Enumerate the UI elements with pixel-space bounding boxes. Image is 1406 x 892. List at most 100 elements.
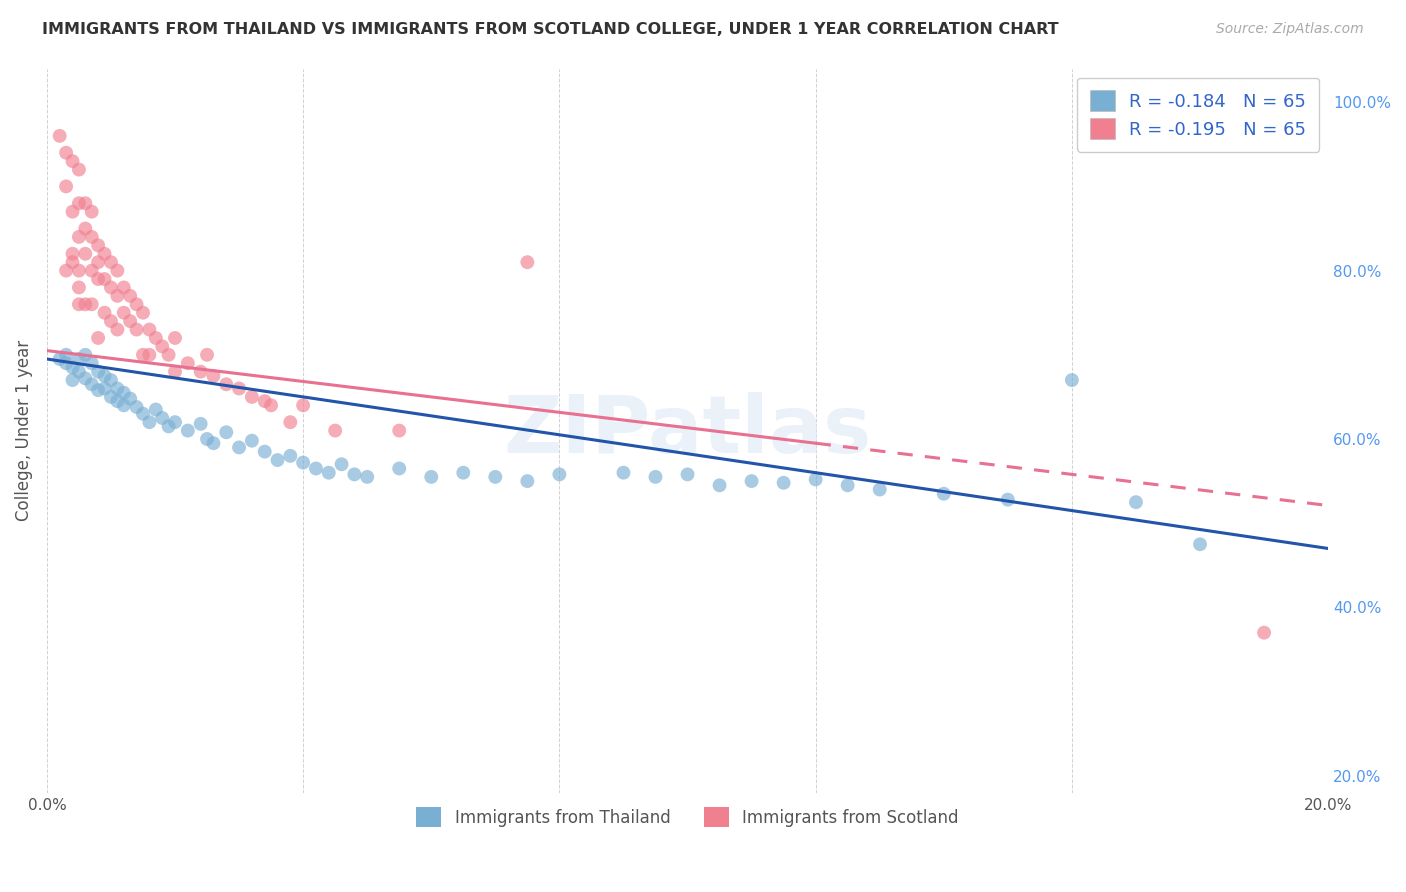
Point [215,377,238,392]
Point [190,365,212,379]
Point [120,314,142,328]
Point [145,402,167,417]
Point [55,179,77,194]
Point [330,457,353,471]
Point [644,470,666,484]
Point [150,339,173,353]
Point [420,470,443,484]
Point [75,348,97,362]
Point [48,351,70,366]
Point [67,162,90,177]
Point [75,196,97,211]
Point [48,128,70,143]
Point [253,444,276,458]
Point [67,351,90,366]
Point [453,466,475,480]
Point [87,255,110,269]
Point [1188,537,1211,551]
Point [138,322,160,336]
Point [62,246,84,260]
Point [67,297,90,311]
Point [356,470,378,484]
Point [105,289,128,303]
Point [120,289,142,303]
Point [105,382,128,396]
Point [75,371,97,385]
Point [67,196,90,211]
Point [62,255,84,269]
Point [87,383,110,397]
Point [75,246,97,260]
Text: ZIPatlas: ZIPatlas [503,392,872,469]
Point [177,424,200,438]
Point [120,392,142,406]
Point [1253,625,1275,640]
Point [240,434,263,448]
Point [869,483,891,497]
Point [305,461,328,475]
Point [93,368,115,383]
Point [195,432,218,446]
Point [93,306,115,320]
Point [163,415,186,429]
Point [612,466,634,480]
Point [772,475,794,490]
Point [266,453,288,467]
Point [100,390,122,404]
Point [932,487,955,501]
Point [100,373,122,387]
Point [80,204,103,219]
Point [202,436,225,450]
Point [55,263,77,277]
Point [62,204,84,219]
Point [67,365,90,379]
Point [516,255,538,269]
Point [112,398,135,412]
Point [388,424,411,438]
Point [484,470,506,484]
Point [125,400,148,414]
Y-axis label: College, Under 1 year: College, Under 1 year [15,340,32,521]
Point [292,456,315,470]
Point [93,382,115,396]
Legend: Immigrants from Thailand, Immigrants from Scotland: Immigrants from Thailand, Immigrants fro… [408,799,967,835]
Point [157,419,180,434]
Point [548,467,571,482]
Point [278,449,301,463]
Point [676,467,699,482]
Point [163,365,186,379]
Point [1060,373,1083,387]
Point [278,415,301,429]
Point [323,424,346,438]
Point [138,415,160,429]
Point [195,348,218,362]
Point [93,272,115,286]
Point [93,246,115,260]
Point [125,322,148,336]
Point [292,398,315,412]
Point [55,348,77,362]
Point [343,467,366,482]
Point [804,472,827,486]
Point [62,154,84,169]
Point [837,478,859,492]
Point [55,356,77,370]
Point [100,280,122,294]
Text: IMMIGRANTS FROM THAILAND VS IMMIGRANTS FROM SCOTLAND COLLEGE, UNDER 1 YEAR CORRE: IMMIGRANTS FROM THAILAND VS IMMIGRANTS F… [42,22,1059,37]
Point [105,263,128,277]
Point [190,417,212,431]
Point [125,297,148,311]
Point [100,255,122,269]
Point [112,280,135,294]
Point [132,348,155,362]
Text: Source: ZipAtlas.com: Source: ZipAtlas.com [1216,22,1364,37]
Point [228,382,250,396]
Point [202,368,225,383]
Point [80,356,103,370]
Point [157,348,180,362]
Point [388,461,411,475]
Point [80,377,103,392]
Point [100,314,122,328]
Point [75,221,97,235]
Point [80,263,103,277]
